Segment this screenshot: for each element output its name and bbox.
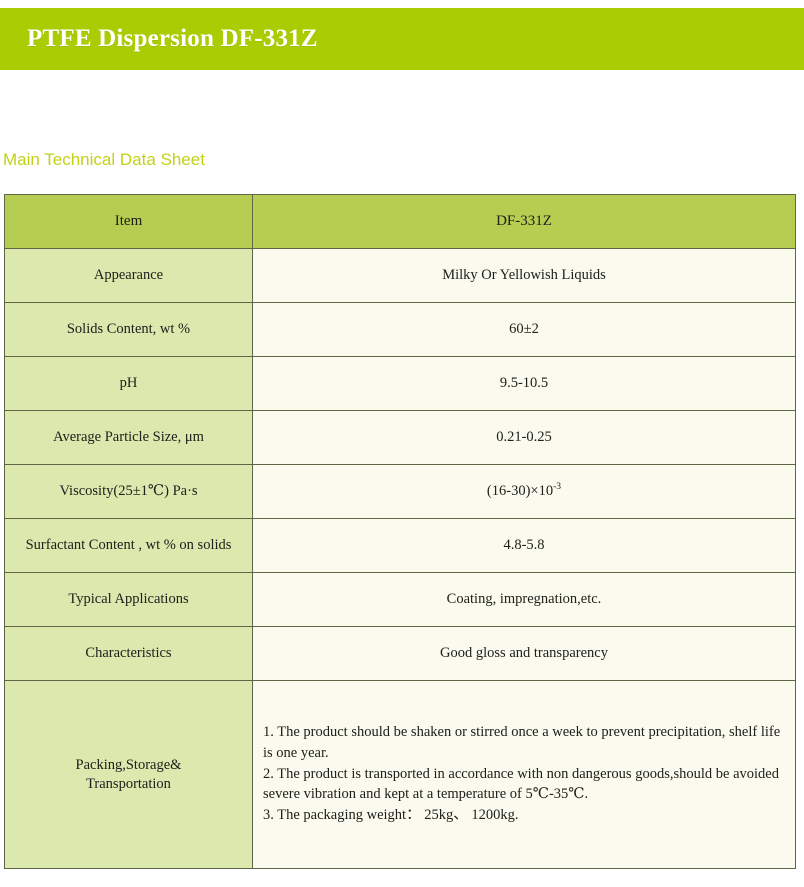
row-value-packing-storage-transportation: 1. The product should be shaken or stirr… [252, 680, 796, 869]
packing-note: 3. The packaging weight： 25kg、 1200kg. [263, 807, 519, 824]
table-row: Surfactant Content , wt % on solids 4.8-… [4, 518, 796, 573]
packing-label-line-1: Packing,Storage& [75, 756, 182, 773]
row-value-appearance: Milky Or Yellowish Liquids [252, 248, 796, 303]
row-value-typical-applications: Coating, impregnation,etc. [252, 572, 796, 627]
packing-label-line-2: Transportation [86, 775, 171, 792]
technical-data-table-wrap: Item DF-331Z Appearance Milky Or Yellowi… [4, 194, 796, 869]
page-banner: PTFE Dispersion DF-331Z [0, 8, 804, 70]
row-label-surfactant-content: Surfactant Content , wt % on solids [4, 518, 253, 573]
column-header-product: DF-331Z [252, 194, 796, 249]
packing-note: 1. The product should be shaken or stirr… [263, 724, 781, 761]
row-value-average-particle-size: 0.21-0.25 [252, 410, 796, 465]
table-row: Average Particle Size, μm 0.21-0.25 [4, 410, 796, 465]
row-value-surfactant-content: 4.8-5.8 [252, 518, 796, 573]
row-label-typical-applications: Typical Applications [4, 572, 253, 627]
row-value-viscosity: (16-30)×10-3 [252, 464, 796, 519]
row-label-packing-storage-transportation: Packing,Storage& Transportation [4, 680, 253, 869]
table-row: Packing,Storage& Transportation 1. The p… [4, 680, 796, 869]
packing-note: 2. The product is transported in accorda… [263, 765, 779, 803]
column-header-item: Item [4, 194, 253, 249]
row-label-average-particle-size: Average Particle Size, μm [4, 410, 253, 465]
table-header-row: Item DF-331Z [4, 194, 796, 249]
table-row: pH 9.5-10.5 [4, 356, 796, 411]
table-row: Appearance Milky Or Yellowish Liquids [4, 248, 796, 303]
row-label-appearance: Appearance [4, 248, 253, 303]
row-value-characteristics: Good gloss and transparency [252, 626, 796, 681]
table-row: Characteristics Good gloss and transpare… [4, 626, 796, 681]
packing-notes-list: 1. The product should be shaken or stirr… [263, 722, 781, 825]
viscosity-value-exponent: -3 [553, 481, 562, 493]
page-title: PTFE Dispersion DF-331Z [27, 25, 318, 52]
row-value-ph: 9.5-10.5 [252, 356, 796, 411]
table-row: Typical Applications Coating, impregnati… [4, 572, 796, 627]
row-label-solids-content: Solids Content, wt % [4, 302, 253, 357]
row-label-ph: pH [4, 356, 253, 411]
table-row: Viscosity(25±1℃) Pa·s (16-30)×10-3 [4, 464, 796, 519]
section-caption: Main Technical Data Sheet [3, 150, 205, 169]
viscosity-value-base: (16-30)×10 [486, 483, 554, 500]
row-label-viscosity: Viscosity(25±1℃) Pa·s [4, 464, 253, 519]
row-label-characteristics: Characteristics [4, 626, 253, 681]
technical-data-table: Item DF-331Z Appearance Milky Or Yellowi… [4, 194, 796, 869]
row-value-solids-content: 60±2 [252, 302, 796, 357]
table-row: Solids Content, wt % 60±2 [4, 302, 796, 357]
